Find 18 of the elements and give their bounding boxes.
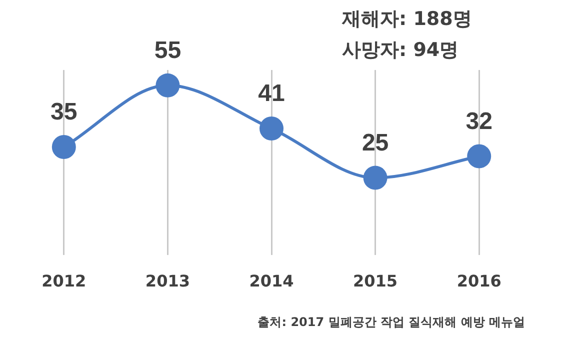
x-tick-label: 2013 [145,272,190,291]
data-label: 25 [362,129,389,156]
data-label: 32 [466,108,492,135]
x-tick-label: 2014 [249,272,294,291]
source-note: 출처: 2017 밀폐공간 작업 질식재해 예방 메뉴얼 [258,315,525,330]
x-tick-label: 2012 [42,272,86,291]
data-label: 35 [50,98,78,126]
point [363,166,388,190]
text: 재해자: 188명 [341,8,472,30]
point [156,73,180,98]
x-tick-label: 2016 [456,272,502,291]
text: 사망자: 94명 [342,38,459,61]
point [52,135,76,159]
data-label: 55 [154,37,182,64]
x-tick-label: 2015 [353,272,398,291]
data-label: 41 [258,80,285,108]
point [467,144,492,168]
point [260,116,284,141]
